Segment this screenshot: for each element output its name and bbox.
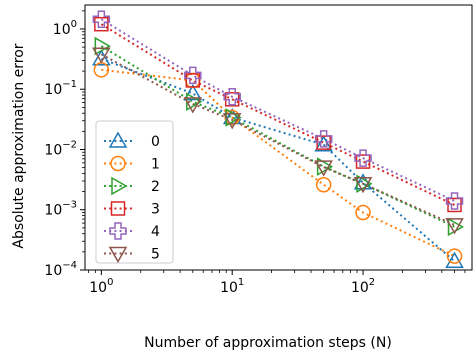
legend-label-5: 5 [151, 247, 160, 263]
series-4-point-4 [354, 149, 372, 167]
y-tick-label-1: 10−3 [44, 200, 77, 219]
series-4-point-0 [92, 10, 111, 29]
series-1-point-3 [315, 176, 332, 193]
y-axis-label: Absolute approximation error [11, 43, 27, 248]
legend-label-3: 3 [151, 202, 160, 218]
legend-marker-4 [109, 222, 127, 240]
y-tick-label-2: 10−2 [44, 139, 77, 158]
series-1-line [101, 68, 455, 258]
legend-label-2: 2 [151, 179, 160, 195]
legend-marker-0 [108, 131, 128, 148]
plot-frame [84, 4, 473, 271]
x-tick-label-2: 102 [351, 277, 375, 296]
series-5-point-3 [314, 160, 333, 177]
series-0-point-2 [222, 107, 242, 125]
series-5-line [100, 53, 455, 226]
x-tick-label-1: 101 [220, 277, 244, 296]
x-tick-label-0: 100 [89, 277, 113, 296]
series-5-point-2 [222, 113, 242, 130]
legend: 0 1 2 3 4 5 [95, 120, 174, 264]
series-5-point-0 [92, 47, 111, 64]
series-markers-layer [92, 10, 465, 268]
series-2-line [100, 45, 455, 228]
series-4-point-1 [184, 66, 202, 85]
series-2-point-4 [356, 174, 373, 194]
legend-marker-1 [110, 155, 126, 172]
series-0-point-5 [445, 251, 464, 268]
series-1-point-4 [355, 204, 371, 221]
y-tick-label-3: 10−1 [44, 79, 77, 98]
y-tick-label-4: 100 [53, 19, 77, 38]
series-4-point-5 [445, 192, 464, 210]
legend-label-0: 0 [151, 134, 160, 150]
series-0-point-1 [183, 83, 203, 101]
series-4-point-2 [223, 88, 241, 106]
series-3-point-5 [447, 197, 462, 213]
legend-marker-5 [108, 246, 128, 264]
series-4-line [100, 18, 455, 202]
x-axis-label: Number of approximation steps (N) [144, 335, 392, 351]
legend-marker-3 [110, 201, 126, 216]
axes-frame [84, 4, 473, 271]
legend-marker-2 [111, 176, 128, 196]
series-5-point-1 [183, 97, 203, 114]
legend-label-4: 4 [151, 224, 160, 240]
legend-label-1: 1 [151, 157, 160, 173]
series-2-point-0 [94, 36, 111, 56]
series-lines-layer [100, 18, 456, 262]
series-3-point-1 [185, 73, 201, 88]
series-2-point-3 [316, 157, 334, 176]
series-0-point-0 [92, 49, 111, 66]
series-1-point-5 [446, 248, 463, 264]
series-3-line [100, 23, 455, 206]
series-5-point-5 [445, 218, 464, 235]
legend-box [95, 120, 174, 264]
series-0-point-3 [314, 135, 333, 152]
series-5-point-4 [353, 177, 373, 194]
y-tick-label-0: 10−4 [44, 260, 77, 279]
series-3-point-0 [94, 16, 109, 32]
series-4-point-3 [314, 130, 333, 148]
